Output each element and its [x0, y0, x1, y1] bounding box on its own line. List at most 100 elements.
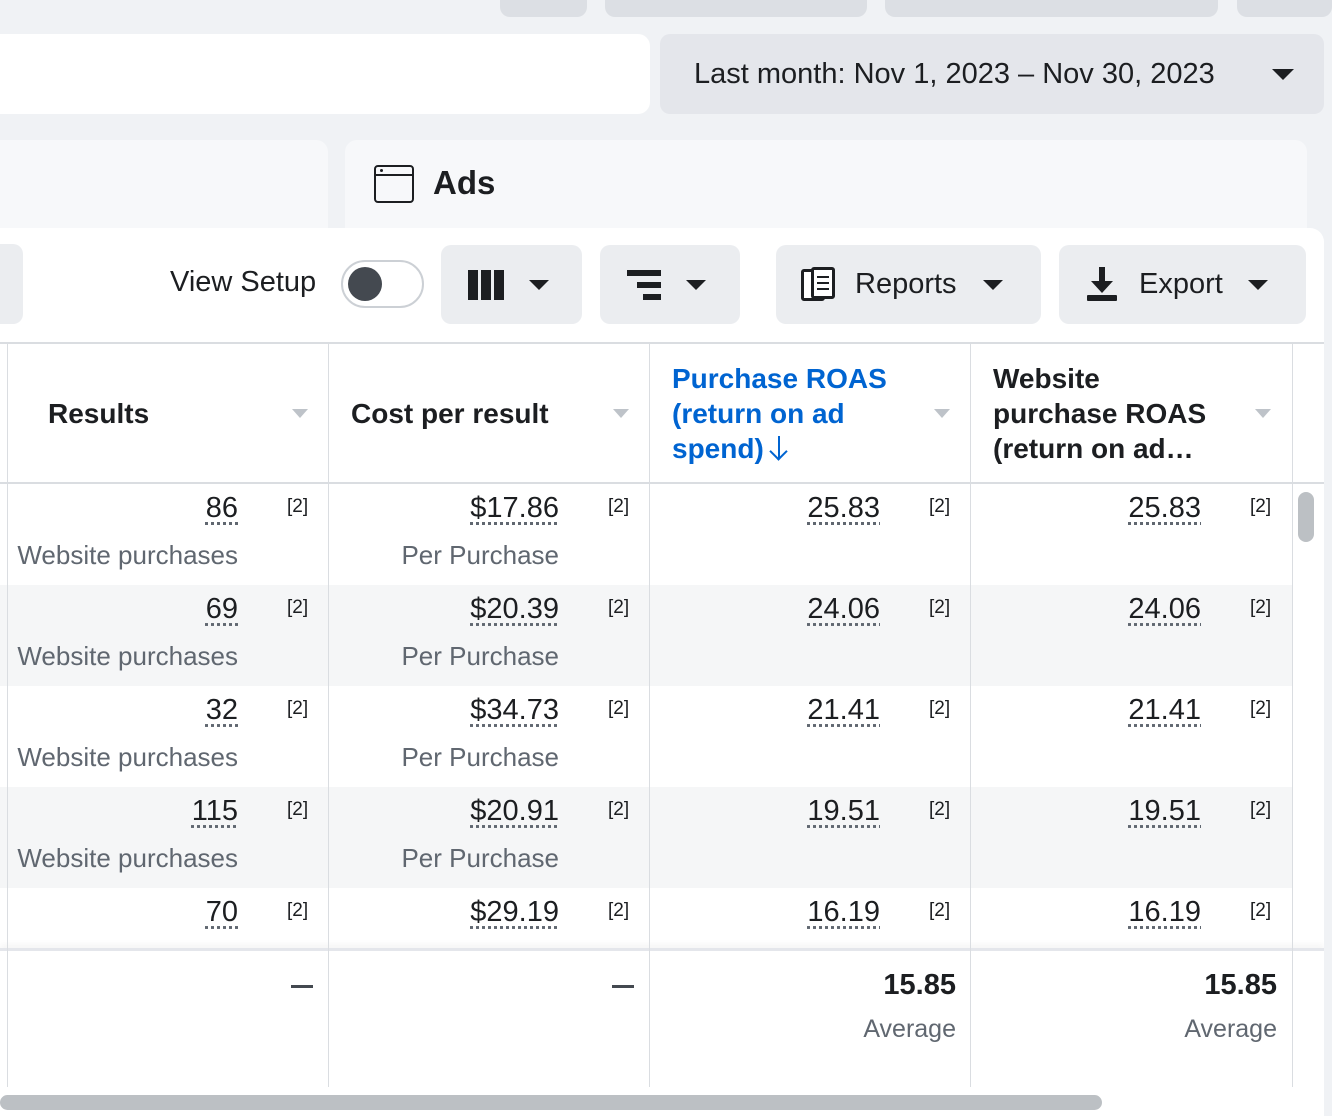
column-divider: [649, 342, 650, 1087]
ref-marker: [2]: [608, 698, 630, 719]
ref-marker: [2]: [287, 900, 309, 921]
column-header-cost-per-result[interactable]: Cost per result: [351, 344, 641, 482]
breakdown-icon: [627, 269, 661, 300]
sort-caret-icon[interactable]: [613, 409, 629, 418]
results-value[interactable]: 86: [205, 492, 238, 524]
column-header-website-purchase-roas[interactable]: Website purchase ROAS (return on ad…: [993, 344, 1283, 482]
website-roas-value[interactable]: 25.83: [1128, 492, 1201, 524]
header-label: (return on ad…: [993, 432, 1194, 464]
top-tab-stub[interactable]: [605, 0, 867, 17]
columns-icon: [468, 269, 504, 300]
results-type: Website purchases: [17, 540, 238, 570]
cost-value[interactable]: $29.19: [470, 896, 559, 928]
sort-caret-icon[interactable]: [1255, 409, 1271, 418]
header-label-wrap: Website purchase ROAS (return on ad…: [993, 361, 1233, 466]
column-header-purchase-roas[interactable]: Purchase ROAS (return on ad spend): [672, 344, 962, 482]
reports-icon: [801, 266, 837, 303]
ref-marker: [2]: [929, 799, 951, 820]
website-roas-value[interactable]: 19.51: [1128, 795, 1201, 827]
caret-down-icon: [982, 279, 1003, 290]
ref-marker: [2]: [1250, 698, 1272, 719]
column-header-results[interactable]: Results: [48, 344, 318, 482]
cost-type: Per Purchase: [401, 742, 559, 772]
results-value[interactable]: 115: [191, 795, 238, 827]
caret-down-icon: [686, 279, 706, 290]
tab-ad-sets[interactable]: [0, 140, 328, 240]
ref-marker: [2]: [1250, 799, 1272, 820]
reports-label: Reports: [855, 268, 957, 300]
ref-marker: [2]: [287, 496, 309, 517]
tab-ads-label: Ads: [433, 164, 496, 201]
roas-value[interactable]: 16.19: [807, 896, 880, 928]
date-range-label: Last month: Nov 1, 2023 – Nov 30, 2023: [694, 57, 1215, 90]
results-value[interactable]: 32: [205, 694, 238, 726]
ref-marker: [2]: [287, 698, 309, 719]
ref-marker: [2]: [929, 597, 951, 618]
ref-marker: [2]: [929, 496, 951, 517]
caret-down-icon: [529, 279, 549, 290]
ref-marker: [2]: [1250, 900, 1272, 921]
table-row[interactable]: 70 [2] $29.19 [2] 16.19 [2] 16.19 [2]: [0, 888, 1292, 989]
column-divider: [7, 342, 8, 1087]
reports-button[interactable]: Reports: [776, 245, 1041, 324]
columns-button[interactable]: [441, 245, 582, 324]
ref-marker: [2]: [287, 597, 309, 618]
cost-type: Per Purchase: [401, 843, 559, 873]
cost-value[interactable]: $34.73: [470, 694, 559, 726]
column-divider: [1292, 342, 1293, 1087]
vertical-scrollbar[interactable]: [1298, 492, 1314, 542]
ref-marker: [2]: [608, 900, 630, 921]
top-tab-stub[interactable]: [885, 0, 1218, 17]
horizontal-scrollbar[interactable]: [0, 1095, 1102, 1110]
date-range-picker[interactable]: Last month: Nov 1, 2023 – Nov 30, 2023: [660, 34, 1324, 114]
ads-table-panel: View Setup Reports Export 86 [2] Website…: [0, 228, 1324, 1116]
website-roas-value[interactable]: 16.19: [1128, 896, 1201, 928]
export-button[interactable]: Export: [1059, 245, 1306, 324]
column-header-next[interactable]: [1315, 344, 1324, 482]
ref-marker: [2]: [929, 698, 951, 719]
cost-value[interactable]: $20.91: [470, 795, 559, 827]
tab-ads[interactable]: Ads: [345, 140, 1307, 240]
ref-marker: [2]: [608, 597, 630, 618]
top-tab-stub[interactable]: [1237, 0, 1332, 17]
toolbar-button-stub[interactable]: [0, 244, 23, 324]
empty-value-dash: [291, 985, 313, 988]
results-value[interactable]: 69: [205, 593, 238, 625]
sort-descending-icon: [770, 435, 788, 460]
empty-value-dash: [612, 985, 634, 988]
results-value[interactable]: 70: [205, 896, 238, 928]
cost-value[interactable]: $17.86: [470, 492, 559, 524]
roas-value[interactable]: 21.41: [807, 694, 880, 726]
table-row[interactable]: 69 [2] Website purchases $20.39 [2] Per …: [0, 585, 1292, 686]
header-label: purchase ROAS: [993, 397, 1207, 429]
table-row[interactable]: 32 [2] Website purchases $34.73 [2] Per …: [0, 686, 1292, 787]
results-type: Website purchases: [17, 742, 238, 772]
sort-caret-icon[interactable]: [292, 409, 308, 418]
ad-window-icon: [374, 165, 414, 203]
column-divider: [970, 342, 971, 1087]
ref-marker: [2]: [608, 799, 630, 820]
website-roas-value[interactable]: 24.06: [1128, 593, 1201, 625]
roas-value[interactable]: 19.51: [807, 795, 880, 827]
header-label: Purchase ROAS (return on ad spend): [672, 362, 887, 464]
roas-value[interactable]: 25.83: [807, 492, 880, 524]
top-tab-stub[interactable]: [500, 0, 587, 17]
cost-type: Per Purchase: [401, 641, 559, 671]
breakdown-button[interactable]: [600, 245, 740, 324]
view-setup-toggle[interactable]: [341, 260, 424, 308]
table-row[interactable]: 115 [2] Website purchases $20.91 [2] Per…: [0, 787, 1292, 888]
sort-caret-icon[interactable]: [934, 409, 950, 418]
download-icon: [1087, 266, 1117, 303]
caret-down-icon: [1247, 279, 1268, 290]
ref-marker: [2]: [1250, 597, 1272, 618]
cost-value[interactable]: $20.39: [470, 593, 559, 625]
roas-average-label: Average: [863, 1015, 956, 1043]
column-divider: [328, 342, 329, 1087]
export-label: Export: [1139, 268, 1223, 300]
table-row[interactable]: 86 [2] Website purchases $17.86 [2] Per …: [0, 484, 1292, 585]
header-label: Results: [48, 397, 150, 429]
website-roas-value[interactable]: 21.41: [1128, 694, 1201, 726]
roas-value[interactable]: 24.06: [807, 593, 880, 625]
view-setup-label: View Setup: [170, 266, 317, 298]
search-bar[interactable]: [0, 34, 650, 114]
